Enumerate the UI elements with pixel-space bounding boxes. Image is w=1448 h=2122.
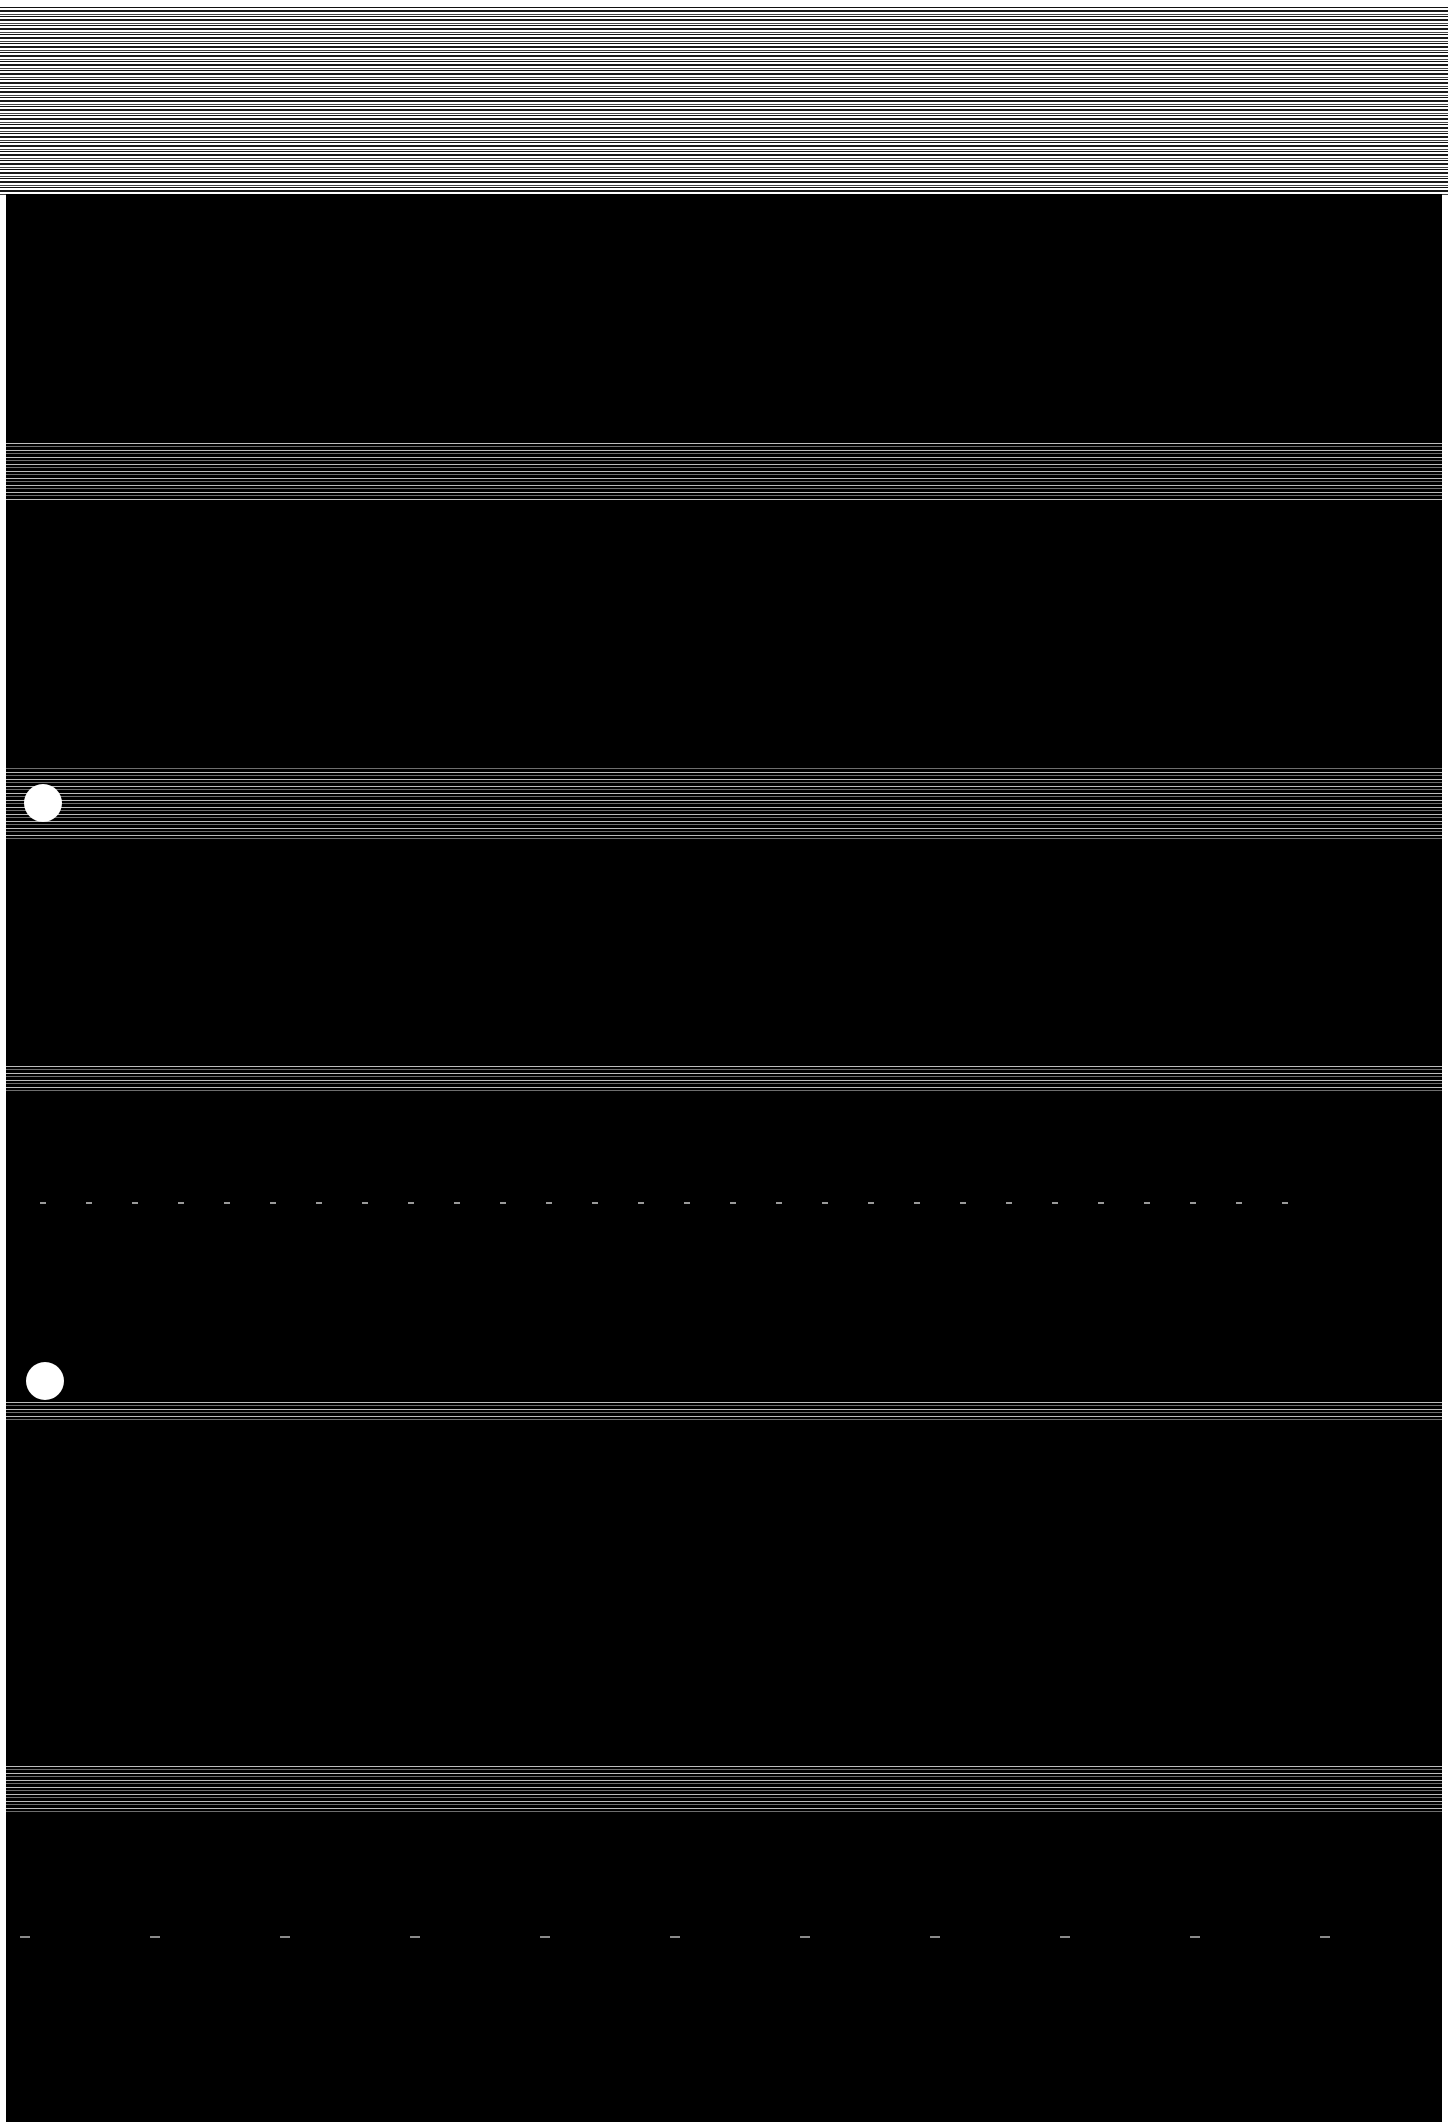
radio-marker[interactable] <box>24 784 62 822</box>
divider-band <box>6 441 1442 501</box>
divider-band <box>6 1763 1442 1813</box>
divider-band <box>6 767 1442 842</box>
radio-marker[interactable] <box>26 1362 64 1400</box>
divider-band <box>6 1066 1442 1094</box>
header-edge <box>0 0 1448 6</box>
divider-band <box>6 1399 1442 1421</box>
header-bar <box>0 0 1448 196</box>
